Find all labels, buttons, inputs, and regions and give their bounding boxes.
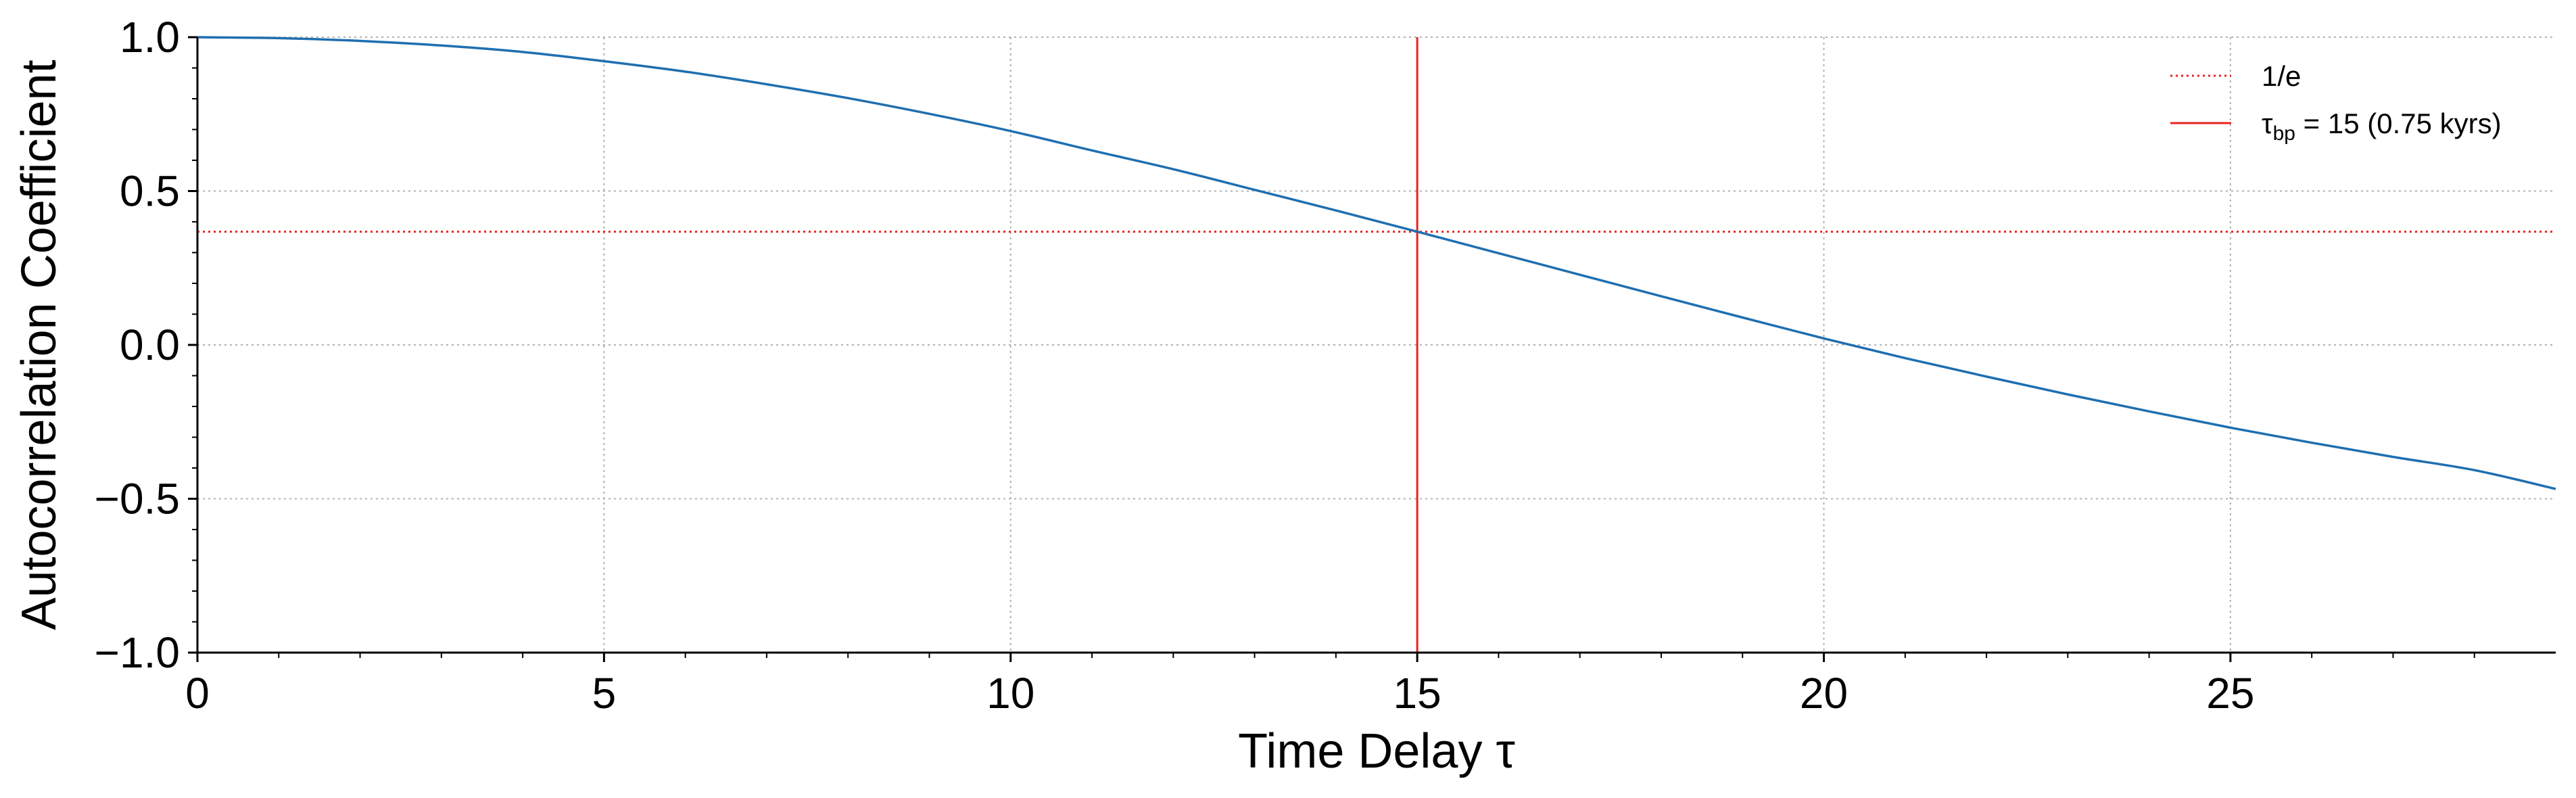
grid-lines [197, 37, 2556, 653]
x-tick-label: 5 [592, 669, 617, 718]
y-tick-label: −1.0 [95, 628, 180, 677]
legend: 1/e τbp = 15 (0.75 kyrs) [2170, 60, 2502, 145]
legend-tau-symbol: τ [2262, 108, 2273, 139]
y-tick-label: 0.5 [120, 167, 180, 216]
autocorrelation-series-line [197, 36, 2556, 490]
x-tick-label: 10 [986, 669, 1034, 718]
legend-tau-value: = 15 (0.75 kyrs) [2295, 108, 2502, 139]
ticks: 0 5 10 15 20 25 −1.0 −0.5 0.0 0.5 1.0 [95, 13, 2475, 718]
y-tick-label: 1.0 [120, 13, 180, 62]
data-series [197, 36, 2556, 490]
x-tick-label: 25 [2206, 669, 2254, 718]
x-tick-label: 0 [185, 669, 210, 718]
reference-lines [197, 37, 2556, 653]
y-tick-label: −0.5 [95, 475, 180, 523]
x-axis-title: Time Delay τ [1238, 724, 1515, 778]
legend-label-tau-bp: τbp = 15 (0.75 kyrs) [2262, 108, 2502, 145]
x-tick-label: 20 [1800, 669, 1848, 718]
x-tick-label: 15 [1393, 669, 1441, 718]
y-tick-label: 0.0 [120, 321, 180, 369]
y-axis-title: Autocorrelation Coefficient [12, 60, 66, 630]
legend-label-1e: 1/e [2262, 60, 2301, 92]
legend-tau-subscript: bp [2273, 122, 2295, 145]
